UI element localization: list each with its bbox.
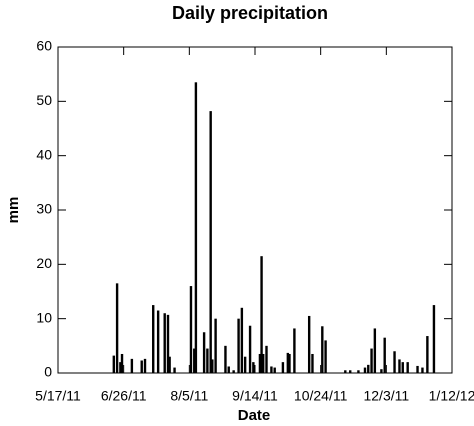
bar [393, 351, 396, 373]
bar [265, 345, 268, 373]
y-tick-label: 50 [36, 92, 52, 108]
bar [344, 370, 347, 373]
chart-title: Daily precipitation [172, 3, 328, 23]
bar [209, 111, 212, 373]
x-tick-label: 10/24/11 [294, 388, 348, 404]
bar [262, 353, 265, 373]
bar [214, 318, 217, 373]
bar [398, 359, 401, 373]
bar [202, 332, 206, 373]
x-tick-label: 12/3/11 [363, 388, 409, 404]
bar [112, 355, 116, 373]
bar [370, 348, 373, 373]
bar [349, 370, 352, 373]
bar [194, 82, 198, 374]
bar [232, 370, 235, 373]
bar [156, 310, 160, 373]
bar [173, 367, 176, 373]
x-tick-label: 1/12/12 [429, 388, 474, 404]
bar [373, 328, 377, 373]
bar [293, 328, 296, 373]
bar [193, 348, 196, 373]
x-tick-label: 5/17/11 [35, 388, 81, 404]
bar [258, 353, 262, 373]
y-axis-label: mm [5, 197, 22, 224]
bar [363, 367, 367, 373]
x-tick-label: 8/5/11 [170, 388, 208, 404]
bar [143, 358, 147, 373]
bar [237, 318, 240, 373]
bar [211, 359, 214, 373]
y-tick-label: 20 [36, 255, 52, 271]
y-tick-label: 40 [36, 146, 52, 162]
bar [281, 362, 285, 373]
x-tick-label: 9/14/11 [232, 388, 278, 404]
bar [273, 367, 276, 373]
bar [115, 283, 119, 373]
y-tick-label: 30 [36, 201, 52, 217]
bar [311, 353, 314, 373]
bar [406, 362, 409, 373]
bar [206, 348, 209, 373]
bar [307, 315, 311, 373]
y-tick-label: 60 [36, 38, 52, 54]
bar [288, 353, 291, 373]
y-tick-label: 0 [44, 364, 52, 380]
bar [270, 366, 273, 373]
x-tick-label: 6/26/11 [101, 388, 147, 404]
bar [286, 352, 290, 373]
bar [426, 336, 429, 373]
y-tick-label: 10 [36, 309, 52, 325]
bar [119, 362, 122, 373]
bar [357, 370, 360, 373]
bar [243, 356, 247, 373]
bar [416, 365, 419, 373]
bar [130, 358, 134, 373]
bar [324, 340, 327, 373]
bar [224, 345, 227, 373]
bar [240, 307, 244, 373]
bar [321, 326, 324, 373]
bar [248, 325, 252, 373]
bar [432, 305, 436, 373]
x-axis-label: Date [238, 407, 271, 424]
bar [380, 369, 383, 373]
bar [227, 366, 230, 373]
bar [152, 305, 155, 373]
bar [166, 314, 170, 373]
bar [260, 256, 263, 373]
bar [140, 360, 143, 373]
bar [401, 362, 404, 373]
bar [421, 367, 424, 373]
bar [120, 353, 124, 373]
bar [383, 337, 386, 373]
bar [163, 313, 166, 373]
bar [168, 356, 171, 373]
bar [367, 364, 370, 373]
bar [252, 362, 255, 373]
bar [189, 286, 193, 373]
